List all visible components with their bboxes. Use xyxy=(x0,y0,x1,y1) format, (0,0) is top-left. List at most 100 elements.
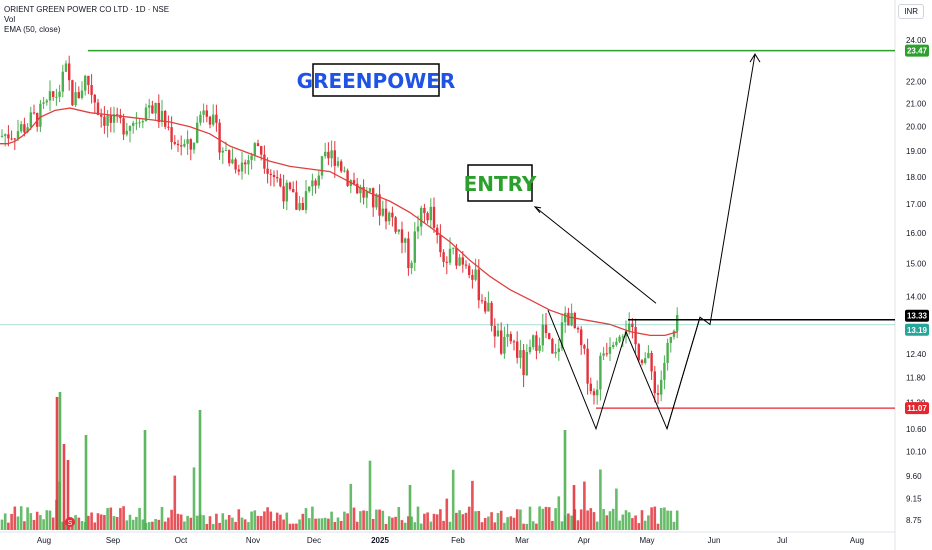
candle-body xyxy=(301,203,304,210)
volume-bar xyxy=(336,517,340,530)
candle-body xyxy=(244,162,247,165)
volume-bar xyxy=(29,513,33,530)
candle-body xyxy=(32,112,36,114)
price-tag-resistance xyxy=(905,309,929,322)
volume-bar xyxy=(675,510,679,530)
candle-body xyxy=(263,154,266,169)
candle-body xyxy=(573,313,576,329)
volume-bar xyxy=(650,507,653,530)
volume-bar xyxy=(647,515,650,530)
candle-body xyxy=(183,143,186,147)
candle-body xyxy=(676,314,679,331)
volume-bar xyxy=(567,513,570,530)
volume-bar xyxy=(189,517,193,530)
volume-bar xyxy=(99,514,103,530)
candle-body xyxy=(644,358,647,364)
candle-body xyxy=(80,90,84,99)
volume-bar xyxy=(663,507,666,530)
volume-bar xyxy=(74,515,77,530)
candle-body xyxy=(640,360,644,364)
candle-body xyxy=(20,124,23,132)
candle-body xyxy=(90,85,93,95)
candle-body xyxy=(148,105,151,108)
candle-body xyxy=(596,389,599,396)
volume-bar xyxy=(631,518,634,530)
candle-body xyxy=(144,107,148,122)
volume-bar xyxy=(477,510,481,530)
volume-bar xyxy=(151,521,154,530)
ema-legend: EMA (50, close) xyxy=(4,25,61,34)
candle-body xyxy=(343,170,346,172)
volume-bar xyxy=(419,523,423,530)
candle-body xyxy=(628,323,631,332)
volume-bar xyxy=(183,521,186,530)
candle-body xyxy=(656,393,660,395)
volume-legend: Vol xyxy=(4,15,16,24)
volume-bar xyxy=(291,523,295,530)
price-tag-resistance-label: 13.33 xyxy=(907,312,928,321)
x-tick-label: Dec xyxy=(307,536,321,545)
candle-body xyxy=(394,217,397,232)
volume-bar xyxy=(0,519,4,530)
candle-body xyxy=(336,161,340,166)
candle-body xyxy=(493,325,496,337)
candle-body xyxy=(103,116,106,126)
x-tick-label: Nov xyxy=(246,536,260,545)
volume-bar xyxy=(423,513,426,530)
candle-body xyxy=(631,323,634,328)
entry-box xyxy=(467,164,533,202)
candle-body xyxy=(192,142,196,150)
candle-body xyxy=(279,178,282,187)
volume-spike-bar xyxy=(66,460,70,530)
volume-bar xyxy=(551,520,554,530)
candle-body xyxy=(173,142,176,144)
volume-bar xyxy=(557,496,561,530)
candle-body xyxy=(384,208,388,222)
volume-bar xyxy=(39,515,42,530)
volume-bar xyxy=(103,515,106,530)
volume-bar xyxy=(461,514,465,530)
candle-body xyxy=(586,348,589,384)
candle-body xyxy=(218,122,221,153)
volume-bar xyxy=(410,516,413,530)
candle-body xyxy=(541,324,544,346)
y-tick-label: 20.00 xyxy=(906,123,927,132)
volume-bar xyxy=(451,469,455,530)
volume-bar xyxy=(327,518,330,530)
candle-body xyxy=(471,274,474,280)
candle-body xyxy=(404,238,407,243)
candle-body xyxy=(468,265,471,275)
candle-body xyxy=(308,186,311,192)
candle-body xyxy=(39,103,42,127)
candle-body xyxy=(592,391,596,396)
volume-bar xyxy=(112,516,116,530)
x-tick-label: Mar xyxy=(515,536,529,545)
candle-body xyxy=(660,379,663,395)
candle-body xyxy=(615,341,618,345)
volume-bar xyxy=(301,513,305,530)
volume-bar xyxy=(253,510,257,530)
candle-body xyxy=(551,339,554,354)
volume-bar xyxy=(42,519,45,530)
candle-body xyxy=(567,312,570,326)
volume-bar xyxy=(506,517,509,530)
candle-body xyxy=(314,180,317,186)
candle-body xyxy=(132,122,135,126)
x-tick-label: 2025 xyxy=(371,536,389,545)
entry-arrow-line xyxy=(534,206,657,304)
candle-body xyxy=(538,345,541,351)
candle-body xyxy=(26,127,29,133)
candle-body xyxy=(503,336,506,354)
candle-body xyxy=(512,341,516,343)
volume-bar xyxy=(266,507,269,530)
candle-body xyxy=(445,261,448,263)
candle-body xyxy=(109,115,112,123)
candle-body xyxy=(535,335,538,351)
volume-bar xyxy=(487,516,490,530)
candle-body xyxy=(423,207,426,214)
candle-body xyxy=(397,229,400,232)
candle-body xyxy=(304,191,308,210)
candle-body xyxy=(154,102,157,114)
currency-badge[interactable]: INR xyxy=(898,4,924,19)
